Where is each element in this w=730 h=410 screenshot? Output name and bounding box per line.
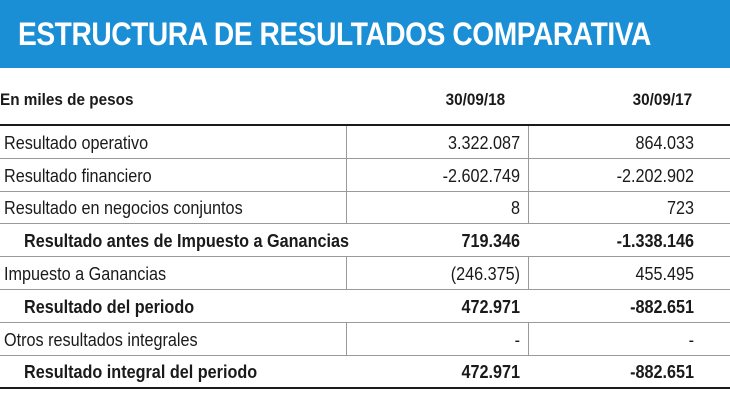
- column-header-2017: 30/09/17: [632, 90, 692, 109]
- row-value-2017: -2.202.902: [616, 165, 694, 186]
- row-value-2018: -2.602.749: [442, 165, 520, 186]
- table-row: Resultado operativo 3.322.087 864.033: [0, 126, 730, 159]
- row-label: Otros resultados integrales: [4, 329, 198, 350]
- table-row: Impuesto a Ganancias (246.375) 455.495: [0, 257, 730, 290]
- table-row-subtotal: Resultado antes de Impuesto a Ganancias …: [0, 224, 730, 258]
- column-divider: [528, 322, 529, 355]
- column-header-units: En miles de pesos: [0, 90, 134, 109]
- row-label: Resultado en negocios conjuntos: [4, 198, 243, 219]
- column-divider: [528, 126, 529, 158]
- row-value-2018: (246.375): [450, 263, 520, 284]
- row-label: Resultado integral del periodo: [24, 362, 258, 383]
- row-value-2017: 455.495: [635, 263, 694, 284]
- column-divider: [528, 158, 529, 191]
- table-row-subtotal: Resultado del periodo 472.971 -882.651: [0, 290, 730, 323]
- title-banner: ESTRUCTURA DE RESULTADOS COMPARATIVA: [0, 0, 730, 68]
- column-divider: [528, 257, 529, 289]
- column-divider: [346, 322, 347, 355]
- row-value-2017: -1.338.146: [616, 231, 694, 252]
- row-label: Resultado operativo: [4, 132, 149, 153]
- page-title: ESTRUCTURA DE RESULTADOS COMPARATIVA: [18, 15, 651, 52]
- table-row: Otros resultados integrales - -: [0, 322, 730, 356]
- row-value-2018: 8: [510, 198, 520, 219]
- row-value-2018: -: [514, 329, 520, 350]
- row-value-2017: -882.651: [630, 296, 694, 317]
- column-header-2018: 30/09/18: [445, 90, 505, 109]
- row-label: Resultado antes de Impuesto a Ganancias: [24, 231, 349, 252]
- row-label: Resultado financiero: [4, 165, 152, 186]
- column-divider: [346, 158, 347, 191]
- row-value-2018: 472.971: [461, 296, 520, 317]
- column-divider: [528, 191, 529, 224]
- column-divider: [346, 257, 347, 289]
- column-divider: [346, 126, 347, 158]
- row-value-2017: -: [688, 329, 694, 350]
- row-value-2018: 472.971: [461, 362, 520, 383]
- column-divider: [346, 191, 347, 224]
- row-value-2017: 864.033: [635, 132, 694, 153]
- row-value-2017: -882.651: [630, 362, 694, 383]
- table-header-row: En miles de pesos 30/09/18 30/09/17: [0, 68, 730, 126]
- results-table: En miles de pesos 30/09/18 30/09/17 Resu…: [0, 68, 730, 390]
- table-row-total: Resultado integral del periodo 472.971 -…: [0, 356, 730, 390]
- row-label: Impuesto a Ganancias: [4, 263, 167, 284]
- row-value-2018: 3.322.087: [447, 132, 520, 153]
- table-row: Resultado en negocios conjuntos 8 723: [0, 191, 730, 225]
- row-label: Resultado del periodo: [24, 296, 195, 317]
- table-row: Resultado financiero -2.602.749 -2.202.9…: [0, 158, 730, 192]
- row-value-2018: 719.346: [461, 231, 520, 252]
- row-value-2017: 723: [666, 198, 694, 219]
